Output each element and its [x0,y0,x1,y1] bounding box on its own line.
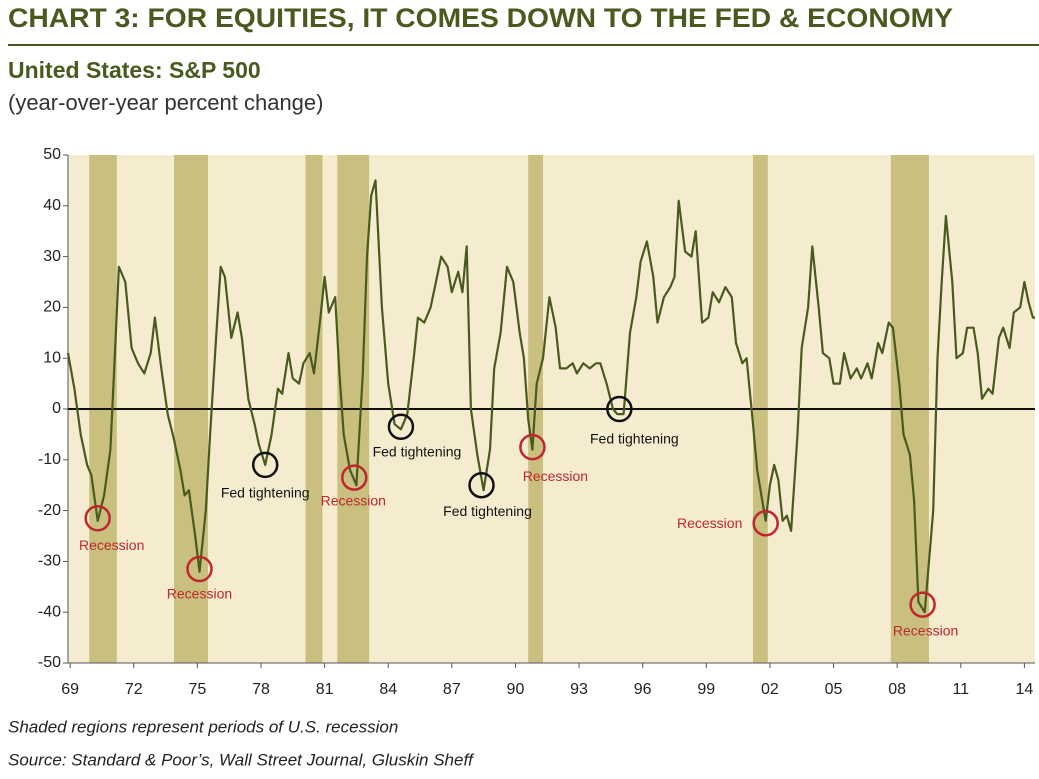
annotation-label: Fed tightening [221,485,310,501]
annotation-circle [84,504,111,532]
y-tick-label: 50 [43,146,61,163]
x-tick-label: 84 [379,681,397,698]
y-tick-label: 40 [43,197,61,214]
x-tick-label: 05 [825,681,843,698]
x-tick-label: 81 [316,681,334,698]
annotation-label: Fed tightening [590,431,679,447]
x-tick-label: 14 [1015,681,1033,698]
line-series [66,179,1035,614]
y-tick-label: -10 [38,451,61,468]
y-tick-label: 20 [43,299,61,316]
y-tick-label: 0 [52,400,61,417]
y-tick-label: -40 [38,603,61,620]
y-label: (year-over-year percent change) [8,90,323,115]
annotation-circle [468,471,495,499]
x-tick-label: 75 [188,681,206,698]
x-tick-label: 99 [697,681,715,698]
x-tick-label: 93 [570,681,588,698]
y-tick-label: 30 [43,248,61,265]
annotation-circle [251,451,279,479]
y-tick-label: -30 [38,553,61,570]
x-tick-label: 72 [125,681,143,698]
source: Source: Standard & Poor’s, Wall Street J… [8,750,475,769]
annotation-label: Recession [321,492,386,508]
y-tick-label: -50 [38,654,61,671]
annotation-label: Recession [167,586,232,602]
subtitle: United States: S&P 500 [8,57,261,83]
x-tick-label: 02 [761,681,779,698]
annotation-circle [186,555,213,583]
x-tick-label: 11 [952,681,969,698]
annotation-label: Recession [893,622,958,638]
footnote: Shaded regions represent periods of U.S.… [8,717,398,736]
chart-title: CHART 3: FOR EQUITIES, IT COMES DOWN TO … [8,3,953,33]
annotation-circle [752,510,779,537]
annotation-label: Recession [677,515,742,531]
annotation-label: Fed tightening [443,503,532,519]
annotation-circle [909,591,936,618]
annotation-label: Recession [79,537,144,553]
x-tick-label: 78 [252,681,270,698]
x-tick-label: 08 [888,681,906,698]
x-tick-label: 87 [443,681,461,698]
annotation-circle [341,464,368,491]
x-tick-label: 96 [634,681,652,698]
annotation-label: Fed tightening [373,443,462,459]
y-tick-label: 10 [43,349,61,366]
y-tick-label: -20 [38,502,61,519]
x-tick-label: 69 [61,681,79,698]
annotation-circle [606,395,633,423]
annotation-circle [387,413,415,441]
x-tick-label: 90 [507,681,525,698]
annotation-label: Recession [523,468,588,484]
annotation-circle [519,433,546,461]
